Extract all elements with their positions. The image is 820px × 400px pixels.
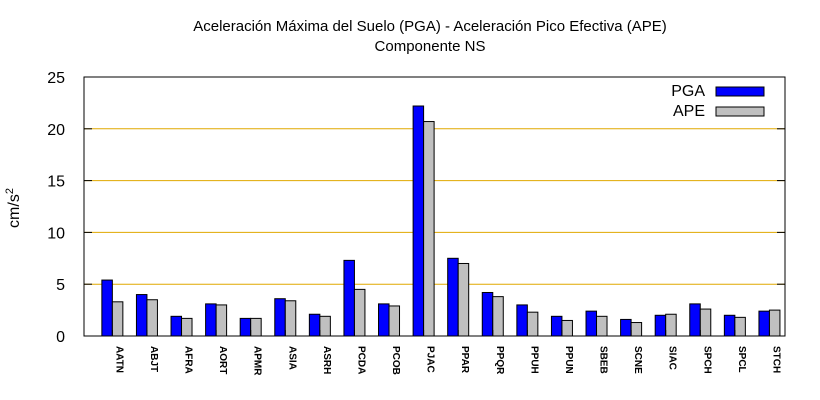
bar-pga-stch — [758, 310, 770, 337]
x-tick-label-ppun: PPUN — [563, 346, 574, 374]
y-tick-label: 5 — [56, 277, 65, 294]
x-tick-label-aort: AORT — [217, 346, 228, 374]
legend-label-ape: APE — [673, 103, 705, 120]
bar-ape-ppqr — [492, 296, 504, 337]
x-tick-label-afra: AFRA — [183, 346, 194, 374]
bar-ape-siac — [665, 313, 677, 337]
x-tick-label-sbeb: SBEB — [598, 346, 609, 374]
bar-pga-aatn — [101, 279, 113, 337]
x-tick-label-ppqr: PPQR — [494, 346, 505, 375]
bar-ape-pjac — [423, 121, 435, 337]
bar-ape-spcl — [734, 316, 746, 337]
bar-ape-ppun — [561, 319, 573, 337]
y-tick-labels: 0 5 10 15 20 25 — [47, 70, 65, 346]
bar-ape-aort — [215, 304, 228, 337]
chart-title-line-2: Componente NS — [375, 38, 486, 55]
y-tick-label: 20 — [47, 122, 65, 139]
bar-pga-asrh — [308, 313, 321, 337]
y-tick-label: 0 — [56, 329, 65, 346]
y-tick-label: 15 — [47, 174, 65, 191]
x-tick-label-abjt: ABJT — [148, 346, 159, 372]
x-tick-label-stch: STCH — [770, 346, 781, 373]
x-tick-label-pjac: PJAC — [425, 346, 436, 373]
x-tick-label-ppuh: PPUH — [528, 346, 539, 374]
x-tick-label-ppar: PPAR — [459, 346, 470, 374]
bar-ape-ppuh — [526, 311, 539, 337]
bar-ape-abjt — [146, 299, 158, 337]
bar-pga-asia — [274, 298, 286, 337]
bar-ape-sbeb — [596, 315, 608, 337]
bar-ape-scne — [630, 322, 643, 337]
legend-swatch-ape — [715, 106, 765, 117]
bar-ape-pcob — [388, 305, 401, 337]
bar-pga-sbeb — [585, 310, 598, 337]
bar-ape-afra — [181, 317, 193, 337]
bars — [101, 105, 781, 337]
x-tick-label-spcl: SPCL — [736, 346, 747, 373]
bar-pga-apmr — [239, 317, 252, 337]
x-tick-label-asrh: ASRH — [321, 346, 332, 374]
bar-pga-aort — [205, 303, 217, 337]
bar-pga-afra — [170, 315, 183, 337]
bar-ape-pcda — [353, 288, 366, 337]
bar-pga-pcda — [343, 259, 355, 337]
x-tick-label-aatn: AATN — [113, 346, 124, 373]
x-tick-label-asia: ASIA — [286, 346, 297, 370]
bar-pga-pcob — [378, 303, 390, 337]
bar-pga-ppqr — [481, 291, 494, 337]
x-tick-labels: AATN ABJT AFRA AORT APMR ASIA ASRH PCDA PCOB PJAC… — [113, 346, 781, 376]
legend-swatch-pga — [715, 86, 765, 97]
y-axis-label-base: cm/s — [6, 194, 23, 228]
bar-pga-spcl — [723, 314, 736, 337]
bar-pga-ppun — [550, 315, 563, 337]
bar-ape-asrh — [319, 315, 331, 337]
bar-pga-ppar — [447, 257, 459, 337]
bar-pga-siac — [654, 314, 667, 337]
bar-pga-spch — [689, 303, 701, 337]
bar-ape-apmr — [250, 317, 262, 337]
x-tick-label-apmr: APMR — [252, 346, 263, 376]
plot-frame — [83, 76, 786, 337]
y-axis-label: cm/s2 — [4, 188, 23, 228]
bar-ape-spch — [699, 308, 712, 337]
bar-pga-abjt — [135, 294, 148, 337]
y-tick-label: 25 — [47, 70, 65, 87]
bar-ape-stch — [768, 309, 781, 337]
bar-ape-asia — [284, 300, 297, 337]
bar-ape-aatn — [111, 301, 124, 337]
x-tick-label-siac: SIAC — [667, 346, 678, 370]
x-tick-label-scne: SCNE — [632, 346, 643, 374]
bar-pga-scne — [620, 318, 632, 337]
legend-label-pga: PGA — [671, 83, 705, 100]
y-axis-label-sup: 2 — [4, 188, 16, 194]
x-tick-label-pcob: PCOB — [390, 346, 401, 375]
y-tick-label: 10 — [47, 225, 65, 242]
chart-title-line-1: Aceleración Máxima del Suelo (PGA) - Ace… — [193, 18, 667, 35]
x-tick-label-pcda: PCDA — [355, 346, 366, 374]
axes — [83, 76, 786, 337]
bar-ape-ppar — [457, 262, 470, 337]
legend: PGA APE — [671, 83, 765, 120]
bar-pga-ppuh — [516, 304, 528, 337]
bar-pga-pjac — [412, 105, 425, 337]
x-tick-label-spch: SPCH — [701, 346, 712, 374]
